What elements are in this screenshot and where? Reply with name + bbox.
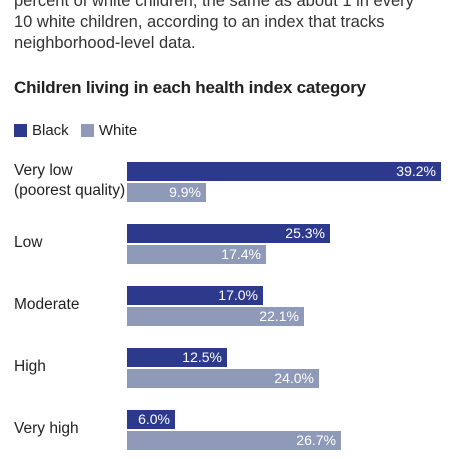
data-label: 39.2% (396, 163, 436, 179)
bar-white: 24.0% (127, 369, 319, 388)
bar-black: 6.0% (127, 410, 175, 429)
bar-black: 25.3% (127, 224, 330, 243)
category-label: High (14, 358, 46, 375)
data-label: 26.7% (296, 432, 336, 448)
intro-line: percent of white children, the same as a… (14, 0, 414, 10)
data-label: 24.0% (274, 370, 314, 386)
category-label: Moderate (14, 296, 80, 313)
bar-black: 17.0% (127, 286, 263, 305)
bar-black: 39.2% (127, 162, 441, 181)
data-label: 12.5% (182, 349, 222, 365)
data-label: 17.0% (218, 287, 258, 303)
bar-black: 12.5% (127, 348, 227, 367)
data-label: 22.1% (259, 308, 299, 324)
category-label: Low (14, 234, 43, 251)
data-label: 25.3% (285, 225, 325, 241)
intro-text: percent of white children, the same as a… (14, 0, 454, 54)
data-label: 9.9% (169, 184, 201, 200)
bar-white: 9.9% (127, 183, 206, 202)
chart-title: Children living in each health index cat… (14, 78, 366, 97)
legend-label-white: White (98, 122, 138, 139)
chart-legend: Black White (14, 122, 145, 141)
legend-swatch-white (80, 124, 94, 137)
data-label: 17.4% (221, 246, 261, 262)
category-label: Very low (poorest quality) (14, 162, 126, 199)
intro-line: 10 white children, according to an index… (14, 13, 385, 31)
bar-white: 17.4% (127, 245, 266, 264)
legend-item-white: White (80, 122, 138, 139)
category-label: Very high (14, 420, 79, 437)
bar-white: 22.1% (127, 307, 304, 326)
data-label: 6.0% (138, 411, 170, 427)
intro-line: neighborhood-level data. (14, 34, 196, 52)
legend-swatch-black (14, 124, 27, 137)
legend-item-black: Black (14, 122, 69, 139)
legend-label-black: Black (32, 122, 69, 139)
bar-white: 26.7% (127, 431, 341, 450)
